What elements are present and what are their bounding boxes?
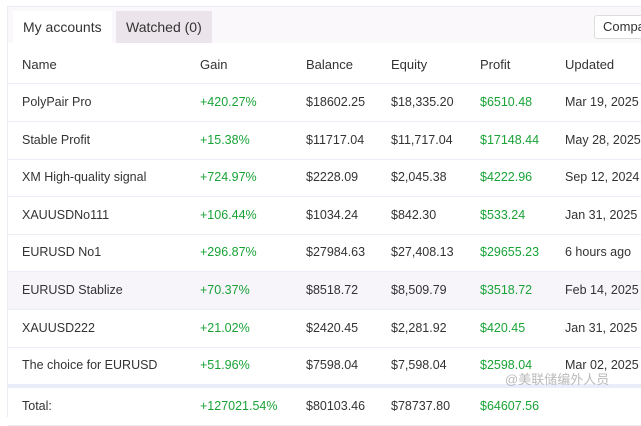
tab-my-accounts[interactable]: My accounts (13, 11, 112, 43)
table-row[interactable]: XAUUSD222 +21.02% $2420.45 $2,281.92 $420.45… (8, 310, 641, 348)
col-gain[interactable]: Gain (200, 57, 228, 72)
cell-profit: $2598.04 (480, 358, 533, 373)
cell-gain: +15.38% (200, 132, 250, 147)
cell-gain: +420.27% (200, 95, 257, 109)
table-row[interactable]: Stable Profit +15.38% $11717.04 $11,717.04 $… (8, 122, 641, 160)
cell-updated: 6 hours ago (565, 245, 632, 260)
cell-profit: $420.45 (480, 320, 526, 335)
cell-profit: $17148.44 (480, 132, 540, 147)
cell-balance: $7598.04 (306, 358, 359, 373)
cell-balance: $2228.09 (306, 170, 359, 185)
cell-updated: Mar 19, 2025 (565, 95, 639, 109)
cell-balance: $18602.25 (306, 95, 366, 109)
cell-gain: +21.02% (200, 320, 250, 335)
cell-gain: +70.37% (200, 283, 250, 297)
table-row[interactable]: EURUSD Stablize +70.37% $8518.72 $8,509.79 $… (8, 272, 641, 310)
tab-bar: My accounts Watched (0) Compa (8, 7, 641, 43)
cell-equity: $2,281.92 (391, 320, 447, 335)
cell-equity: $11,717.04 (391, 132, 453, 147)
cell-equity: $8,509.79 (391, 283, 447, 297)
watermark: @美联储编外人员 (505, 372, 610, 387)
col-equity[interactable]: Equity (391, 57, 428, 72)
cell-equity: $27,408.13 (391, 245, 454, 260)
col-name[interactable]: Name (22, 57, 57, 72)
cell-equity: $2,045.38 (391, 170, 447, 185)
col-updated[interactable]: Updated (565, 57, 615, 72)
cell-balance: $11717.04 (306, 132, 365, 147)
cell-profit: $6510.48 (480, 95, 533, 109)
total-row: Total: +127021.54% $80103.46 $78737.80 $… (8, 384, 641, 426)
cell-updated: Jan 31, 2025 (565, 207, 638, 222)
cell-equity: $842.30 (391, 207, 437, 222)
cell-balance: $27984.63 (306, 245, 366, 260)
cell-name[interactable]: The choice for EURUSD (22, 358, 158, 373)
cell-gain: +106.44% (200, 207, 257, 222)
cell-name[interactable]: PolyPair Pro (22, 95, 92, 109)
cell-balance: $1034.24 (306, 207, 359, 222)
cell-updated: Feb 14, 2025 (565, 283, 639, 297)
accounts-panel: My accounts Watched (0) Compa Name Gain … (7, 6, 641, 426)
cell-profit: $29655.23 (480, 245, 540, 260)
cell-updated: Jan 31, 2025 (565, 320, 638, 335)
cell-updated: Mar 02, 2025 (565, 358, 639, 373)
col-balance[interactable]: Balance (306, 57, 353, 72)
table-header: Name Gain Balance Equity Profit Updated (8, 46, 641, 84)
cell-profit: $4222.96 (480, 170, 533, 185)
cell-profit: $533.24 (480, 207, 526, 222)
cell-equity: $18,335.20 (391, 95, 454, 109)
cell-gain: +724.97% (200, 170, 257, 185)
table-row[interactable]: EURUSD No1 +296.87% $27984.63 $27,408.13 $29… (8, 234, 641, 273)
cell-name[interactable]: XAUUSDNo111 (22, 207, 110, 222)
table-row[interactable]: XM High-quality signal +724.97% $2228.09 $2… (8, 159, 641, 198)
cell-name[interactable]: EURUSD No1 (22, 245, 102, 260)
cell-updated: Sep 12, 2024 (565, 170, 640, 185)
tab-watched[interactable]: Watched (0) (116, 11, 212, 43)
cell-name[interactable]: XM High-quality signal (22, 170, 147, 185)
cell-name[interactable]: Stable Profit (22, 132, 91, 147)
col-profit[interactable]: Profit (480, 57, 511, 72)
cell-name[interactable]: XAUUSD222 (22, 320, 95, 335)
cell-balance: $8518.72 (306, 283, 359, 297)
cell-balance: $2420.45 (306, 320, 359, 335)
cell-equity: $7,598.04 (391, 358, 447, 373)
cell-gain: +296.87% (200, 245, 257, 260)
cell-updated: May 28, 2025 (565, 132, 641, 147)
cell-profit: $3518.72 (480, 283, 533, 297)
cell-name[interactable]: EURUSD Stablize (22, 283, 123, 297)
table-row[interactable]: XAUUSDNo111 +106.44% $1034.24 $842.30 $533.2… (8, 197, 641, 235)
cell-gain: +51.96% (200, 358, 250, 373)
compare-button[interactable]: Compa (594, 15, 641, 39)
table-row[interactable]: PolyPair Pro +420.27% $18602.25 $18,335.20 $… (8, 84, 641, 122)
